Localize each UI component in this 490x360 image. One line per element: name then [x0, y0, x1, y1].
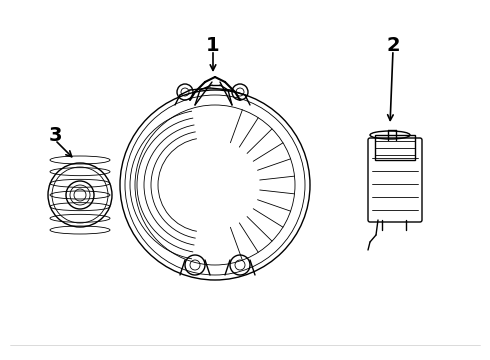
Bar: [375, 135, 415, 160]
Text: 3: 3: [48, 126, 62, 144]
Text: 1: 1: [206, 36, 220, 54]
Text: 2: 2: [386, 36, 400, 54]
